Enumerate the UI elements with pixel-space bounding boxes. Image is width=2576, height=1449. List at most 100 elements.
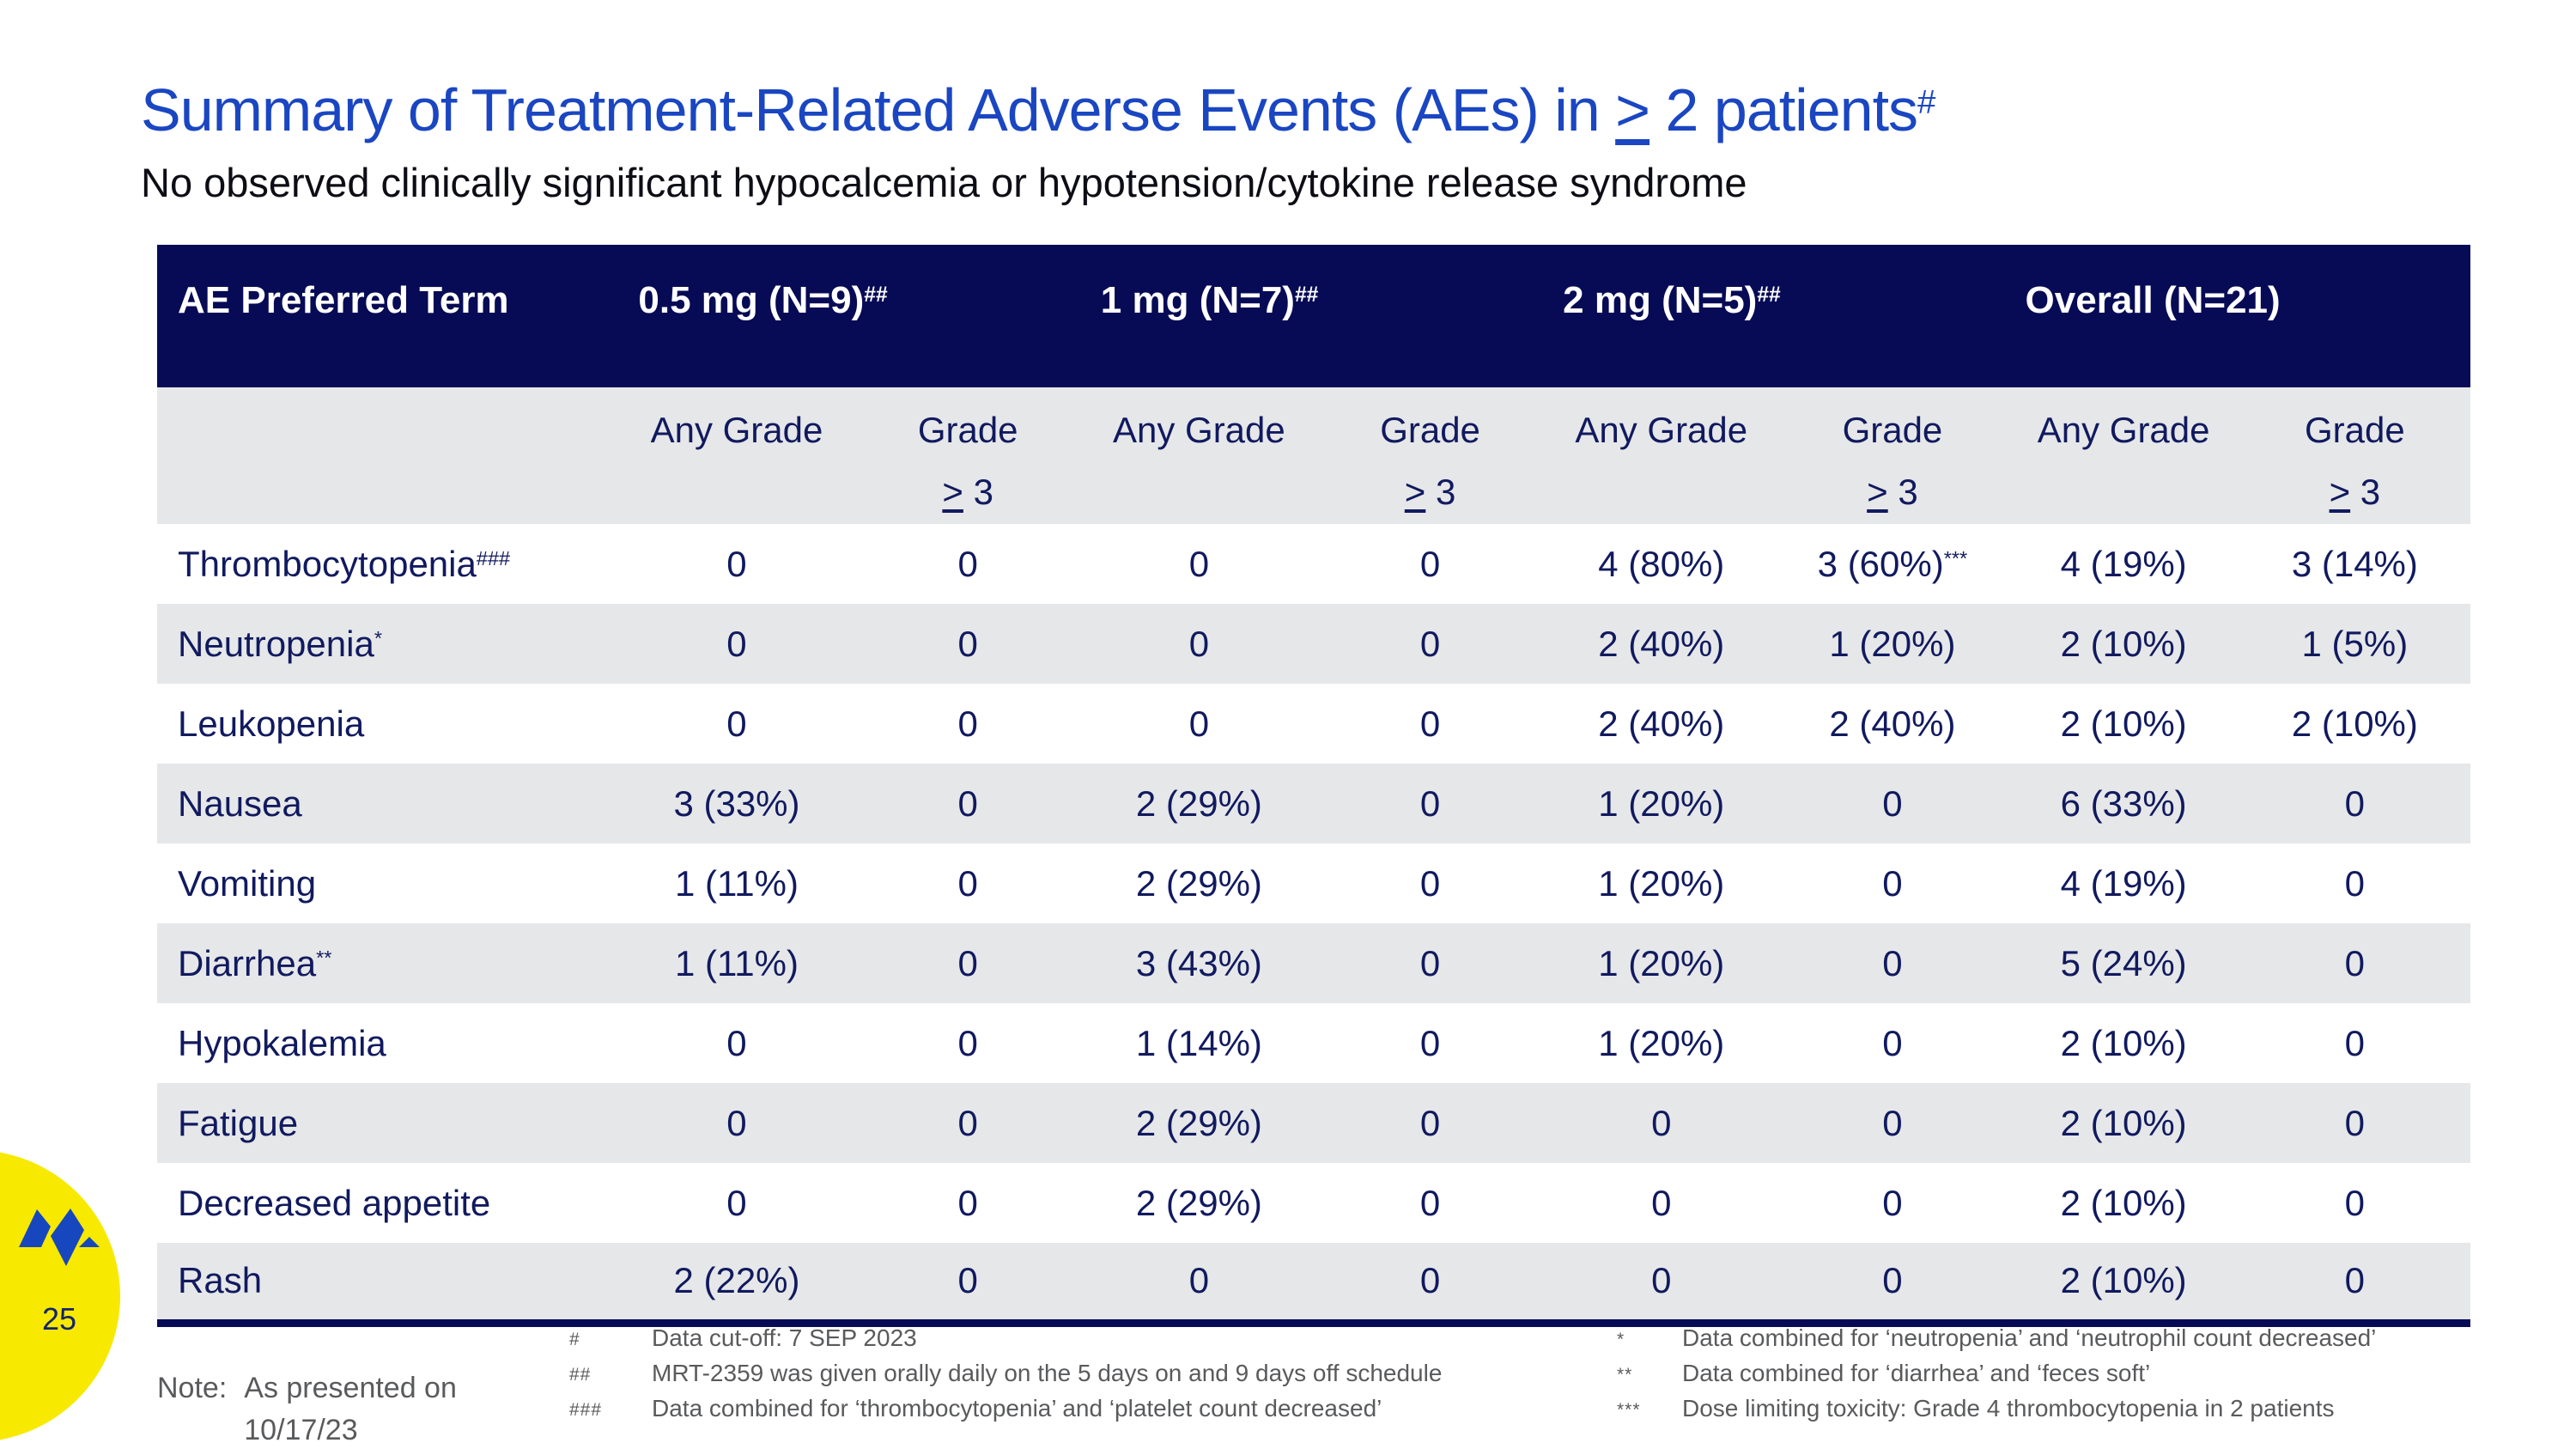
ae-value-cell: 2 (10%) — [2060, 1182, 2187, 1223]
ae-value-cell: 3 (33%) — [673, 782, 800, 824]
ae-value-cell: 0 — [1419, 862, 1441, 904]
ae-value-cell: 2 (22%) — [673, 1260, 800, 1301]
ae-value-cell: 2 (10%) — [2060, 1022, 2187, 1063]
ae-value-cell: 0 — [1419, 703, 1441, 744]
dose-group-header: Overall (N=21) — [2025, 279, 2281, 321]
ae-value-cell: 0 — [1188, 1260, 1210, 1301]
ae-value-cell: 0 — [2344, 782, 2366, 824]
footnote-text: Dose limiting toxicity: Grade 4 thromboc… — [1682, 1395, 2335, 1422]
ae-value-cell: 0 — [1419, 1260, 1441, 1301]
ae-value-cell: 0 — [1882, 1260, 1903, 1301]
ae-value-cell: 0 — [1419, 543, 1441, 584]
ae-value-cell: 0 — [957, 1022, 978, 1063]
ae-value-cell: 0 — [1882, 1182, 1903, 1223]
ae-value-cell: 0 — [1419, 1022, 1441, 1063]
ae-value-cell: 0 — [1882, 942, 1903, 983]
footnote-line: # Data cut-off: 7 SEP 2023 — [569, 1321, 1600, 1356]
ae-value-cell: 2 (10%) — [2060, 623, 2187, 664]
footnote-line: ## MRT-2359 was given orally daily on the… — [569, 1356, 1600, 1391]
footnote-symbol: ## — [569, 1365, 592, 1385]
any-grade-header: Any Grade — [2037, 410, 2210, 450]
table-row: Fatigue 0 0 2 (29%) 0 0 0 2 (10%) 0 — [157, 1083, 2470, 1163]
logo-badge: 25 — [0, 1150, 120, 1442]
ae-value-cell: 0 — [1188, 623, 1210, 664]
ae-value-cell: 0 — [1651, 1260, 1672, 1301]
footnote-text: Data combined for ‘thrombocytopenia’ and… — [652, 1395, 1382, 1422]
ae-value-cell: 0 — [1419, 782, 1441, 824]
ae-value-cell: 0 — [1419, 942, 1441, 983]
grade3-header: Grade > 3 — [1380, 410, 1480, 512]
footnotes-right: * Data combined for ‘neutropenia’ and ‘ne… — [1617, 1321, 2576, 1427]
ae-value-cell: 0 — [957, 623, 978, 664]
footnote-symbol: # — [569, 1330, 580, 1349]
ae-value-cell: 6 (33%) — [2060, 782, 2187, 824]
ae-value-cell: 1 (20%) — [1598, 942, 1725, 983]
ae-term-cell: Diarrhea** — [178, 942, 332, 983]
ae-value-cell: 0 — [957, 862, 978, 904]
ae-value-cell: 0 — [2344, 862, 2366, 904]
ae-value-cell: 0 — [957, 703, 978, 744]
ae-value-cell: 0 — [1651, 1102, 1672, 1143]
ae-value-cell: 3 (43%) — [1135, 942, 1262, 983]
grade3-header: Grade > 3 — [917, 410, 1018, 512]
footnote-text: Data combined for ‘diarrhea’ and ‘feces … — [1682, 1360, 2151, 1386]
footnote-line: ### Data combined for ‘thrombocytopenia’ … — [569, 1391, 1600, 1427]
table-row: Hypokalemia 0 0 1 (14%) 0 1 (20%) 0 2 (10%) 0 — [157, 1003, 2470, 1083]
ae-value-cell: 1 (11%) — [675, 942, 799, 983]
ae-value-cell: 2 (10%) — [2060, 703, 2187, 744]
slide-title: Summary of Treatment-Related Adverse Eve… — [141, 76, 1935, 143]
ae-value-cell: 0 — [957, 1182, 978, 1223]
ae-value-cell: 3 (60%)*** — [1817, 543, 1968, 584]
ae-value-cell: 0 — [1882, 782, 1903, 824]
ae-value-cell: 2 (40%) — [1598, 623, 1725, 664]
note-line2: 10/17/23 — [244, 1414, 358, 1446]
ae-value-cell: 0 — [726, 703, 747, 744]
ae-value-cell: 0 — [2344, 942, 2366, 983]
dose-group-header: 0.5 mg (N=9)## — [638, 279, 888, 321]
ae-term-cell: Vomiting — [178, 862, 317, 904]
ae-value-cell: 4 (19%) — [2060, 862, 2187, 904]
table-row: Neutropenia* 0 0 0 0 2 (40%) 1 (20%) 2 (10%) 1 (… — [157, 604, 2470, 684]
ae-value-cell: 1 (11%) — [675, 862, 799, 904]
ae-value-cell: 4 (80%) — [1598, 543, 1725, 584]
ae-value-cell: 2 (29%) — [1135, 1102, 1262, 1143]
ae-value-cell: 0 — [957, 543, 978, 584]
any-grade-header: Any Grade — [1575, 410, 1748, 450]
grade3-header: Grade > 3 — [1842, 410, 1943, 512]
table-row: Leukopenia 0 0 0 0 2 (40%) 2 (40%) 2 (10%) 2 (10… — [157, 684, 2470, 764]
ae-term-cell: Neutropenia* — [178, 623, 382, 664]
ae-value-cell: 5 (24%) — [2060, 942, 2187, 983]
ae-value-cell: 0 — [2344, 1102, 2366, 1143]
table-row: Thrombocytopenia### 0 0 0 0 4 (80%) 3 (60%)***… — [157, 524, 2470, 604]
table-row: Vomiting 1 (11%) 0 2 (29%) 0 1 (20%) 0 4 (19%) 0 — [157, 843, 2470, 923]
footnote-text: Data combined for ‘neutropenia’ and ‘neu… — [1682, 1324, 2377, 1351]
ae-value-cell: 4 (19%) — [2060, 543, 2187, 584]
any-grade-header: Any Grade — [1112, 410, 1285, 450]
ae-value-cell: 2 (10%) — [2060, 1260, 2187, 1301]
footnote-symbol: *** — [1617, 1400, 1641, 1420]
ae-value-cell: 2 (10%) — [2060, 1102, 2187, 1143]
ae-value-cell: 0 — [2344, 1182, 2366, 1223]
ae-term-cell: Nausea — [178, 782, 302, 824]
ae-summary-table: AE Preferred Term 0.5 mg (N=9)## 1 mg (N=7… — [157, 245, 2470, 1327]
ae-value-cell: 2 (10%) — [2291, 703, 2418, 744]
footnote-text: MRT-2359 was given orally daily on the 5… — [652, 1360, 1443, 1386]
ae-term-cell: Rash — [178, 1260, 263, 1301]
ae-value-cell: 0 — [957, 1102, 978, 1143]
ae-value-cell: 1 (20%) — [1829, 623, 1956, 664]
ae-value-cell: 0 — [726, 1182, 747, 1223]
ae-value-cell: 1 (14%) — [1135, 1022, 1262, 1063]
ae-term-cell: Thrombocytopenia### — [178, 543, 511, 584]
ae-value-cell: 0 — [1882, 862, 1903, 904]
ae-value-cell: 0 — [957, 942, 978, 983]
ae-value-cell: 0 — [1882, 1022, 1903, 1063]
ae-value-cell: 0 — [1188, 703, 1210, 744]
ae-value-cell: 2 (29%) — [1135, 1182, 1262, 1223]
logo-mountains-icon — [19, 1209, 100, 1266]
ae-value-cell: 2 (40%) — [1598, 703, 1725, 744]
ae-value-cell: 0 — [1651, 1182, 1672, 1223]
ae-value-cell: 0 — [957, 782, 978, 824]
ae-value-cell: 1 (20%) — [1598, 782, 1725, 824]
footnote-symbol: ### — [569, 1400, 603, 1420]
ae-value-cell: 2 (40%) — [1829, 703, 1956, 744]
